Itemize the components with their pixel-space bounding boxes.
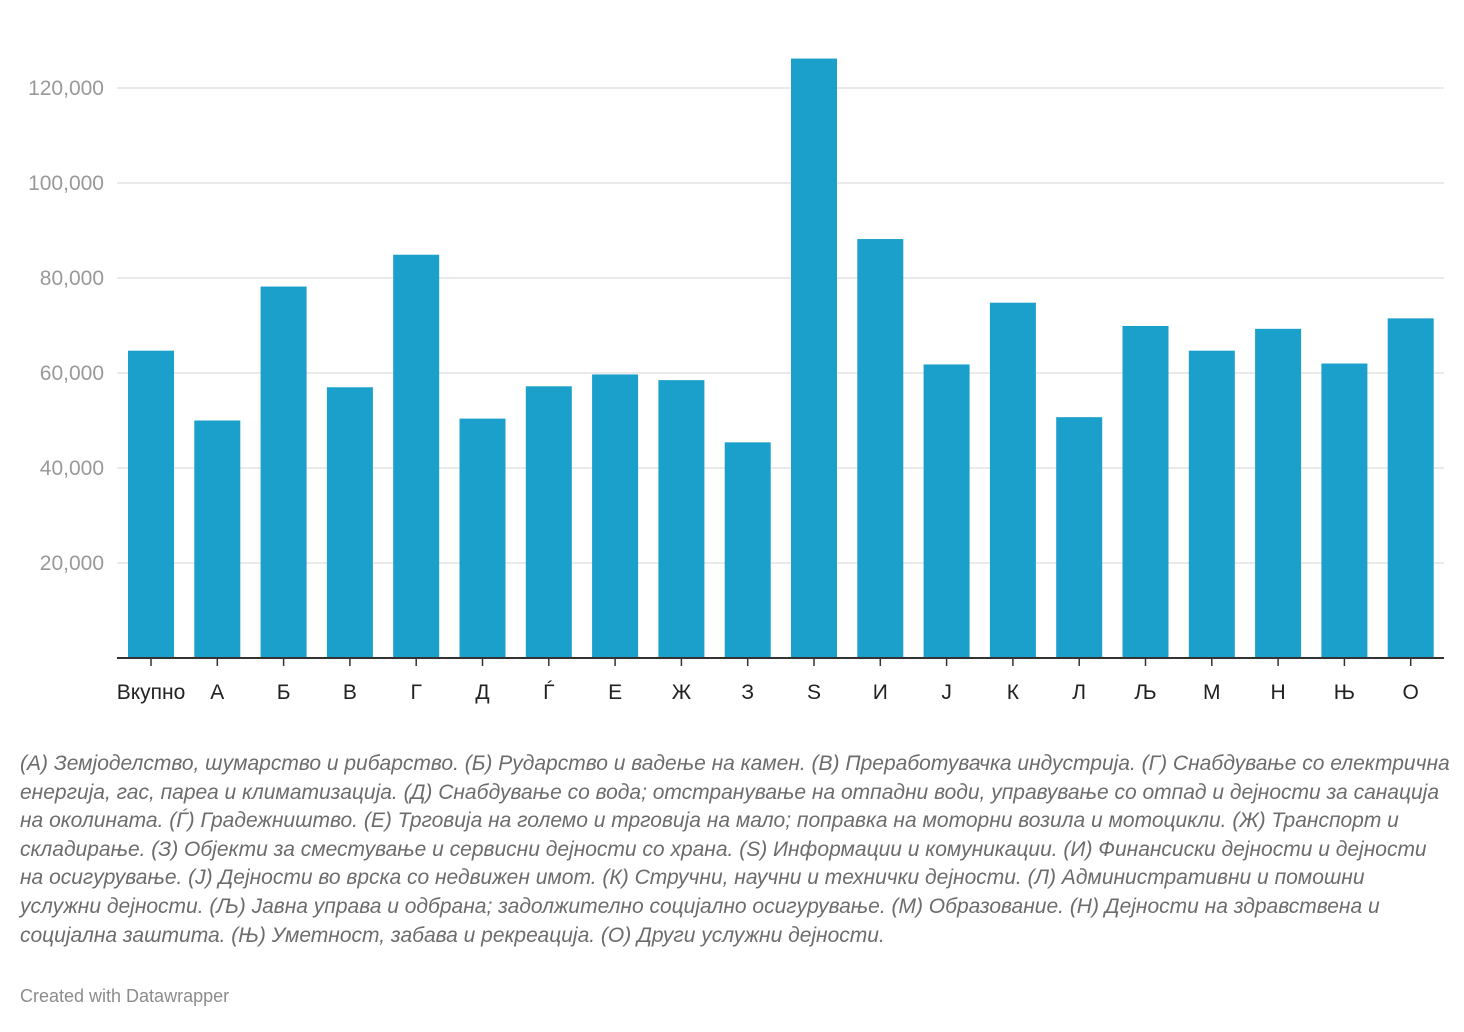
bar: [592, 374, 639, 658]
x-tick-label: Г: [411, 681, 422, 704]
x-tick-label: Вкупно: [117, 681, 186, 704]
bar: [791, 58, 837, 659]
bar: [1188, 350, 1235, 658]
x-tick-label: Ж: [672, 681, 692, 704]
bar: [1122, 325, 1169, 658]
y-tick-label: 60,000: [40, 362, 104, 385]
y-tick-label: 100,000: [28, 172, 104, 195]
y-tick-label: 40,000: [40, 457, 104, 480]
bar: [923, 364, 970, 658]
y-tick-label: 80,000: [40, 267, 104, 290]
x-tick-label: О: [1403, 681, 1419, 704]
x-tick-label: Е: [608, 681, 622, 704]
bar: [128, 350, 174, 658]
y-axis-tick-labels: 20,000 40,000 60,000 80,000 100,000 120,000: [28, 77, 104, 575]
bar: [857, 239, 904, 659]
x-axis-category-labels: Вкупно А Б В Г Д Ѓ Е Ж З S И Ј К Л Љ М Н Њ О: [117, 681, 1419, 704]
x-tick-label: В: [343, 681, 357, 704]
bar: [393, 254, 440, 658]
x-tick-label: Н: [1271, 681, 1286, 704]
bars: [128, 58, 1434, 659]
x-tick-label: Д: [475, 681, 489, 704]
category-legend-notes: (А) Земјоделство, шумарство и рибарство.…: [20, 752, 1450, 947]
x-tick-label: З: [741, 681, 754, 704]
x-tick-label: Л: [1072, 681, 1086, 704]
bar: [459, 418, 506, 658]
x-tick-label: А: [210, 681, 224, 704]
x-axis: [117, 657, 1444, 666]
x-tick-label: К: [1007, 681, 1020, 704]
bar: [1255, 328, 1302, 658]
y-tick-label: 20,000: [40, 552, 104, 575]
x-tick-label: Љ: [1134, 681, 1156, 704]
x-tick-label: Б: [277, 681, 291, 704]
datawrapper-credit: Created with Datawrapper: [20, 986, 230, 1006]
bar: [1387, 318, 1434, 658]
x-tick-label: И: [873, 681, 888, 704]
x-tick-label: Ѓ: [543, 681, 554, 704]
x-tick-label: М: [1203, 681, 1221, 704]
bar: [260, 286, 307, 658]
y-tick-label: 120,000: [28, 77, 104, 100]
bar: [724, 442, 771, 658]
bar: [1321, 363, 1368, 658]
bar: [989, 302, 1036, 658]
x-tick-label: Њ: [1334, 681, 1355, 704]
bar: [1056, 417, 1103, 658]
x-tick-label: S: [807, 681, 821, 704]
bar: [658, 380, 705, 658]
bar-chart: 20,000 40,000 60,000 80,000 100,000 120,000 В…: [28, 58, 1444, 704]
bar: [194, 420, 241, 658]
gridlines: [117, 87, 1444, 564]
bar: [525, 386, 572, 658]
bar: [326, 387, 373, 658]
x-tick-label: Ј: [941, 681, 952, 704]
